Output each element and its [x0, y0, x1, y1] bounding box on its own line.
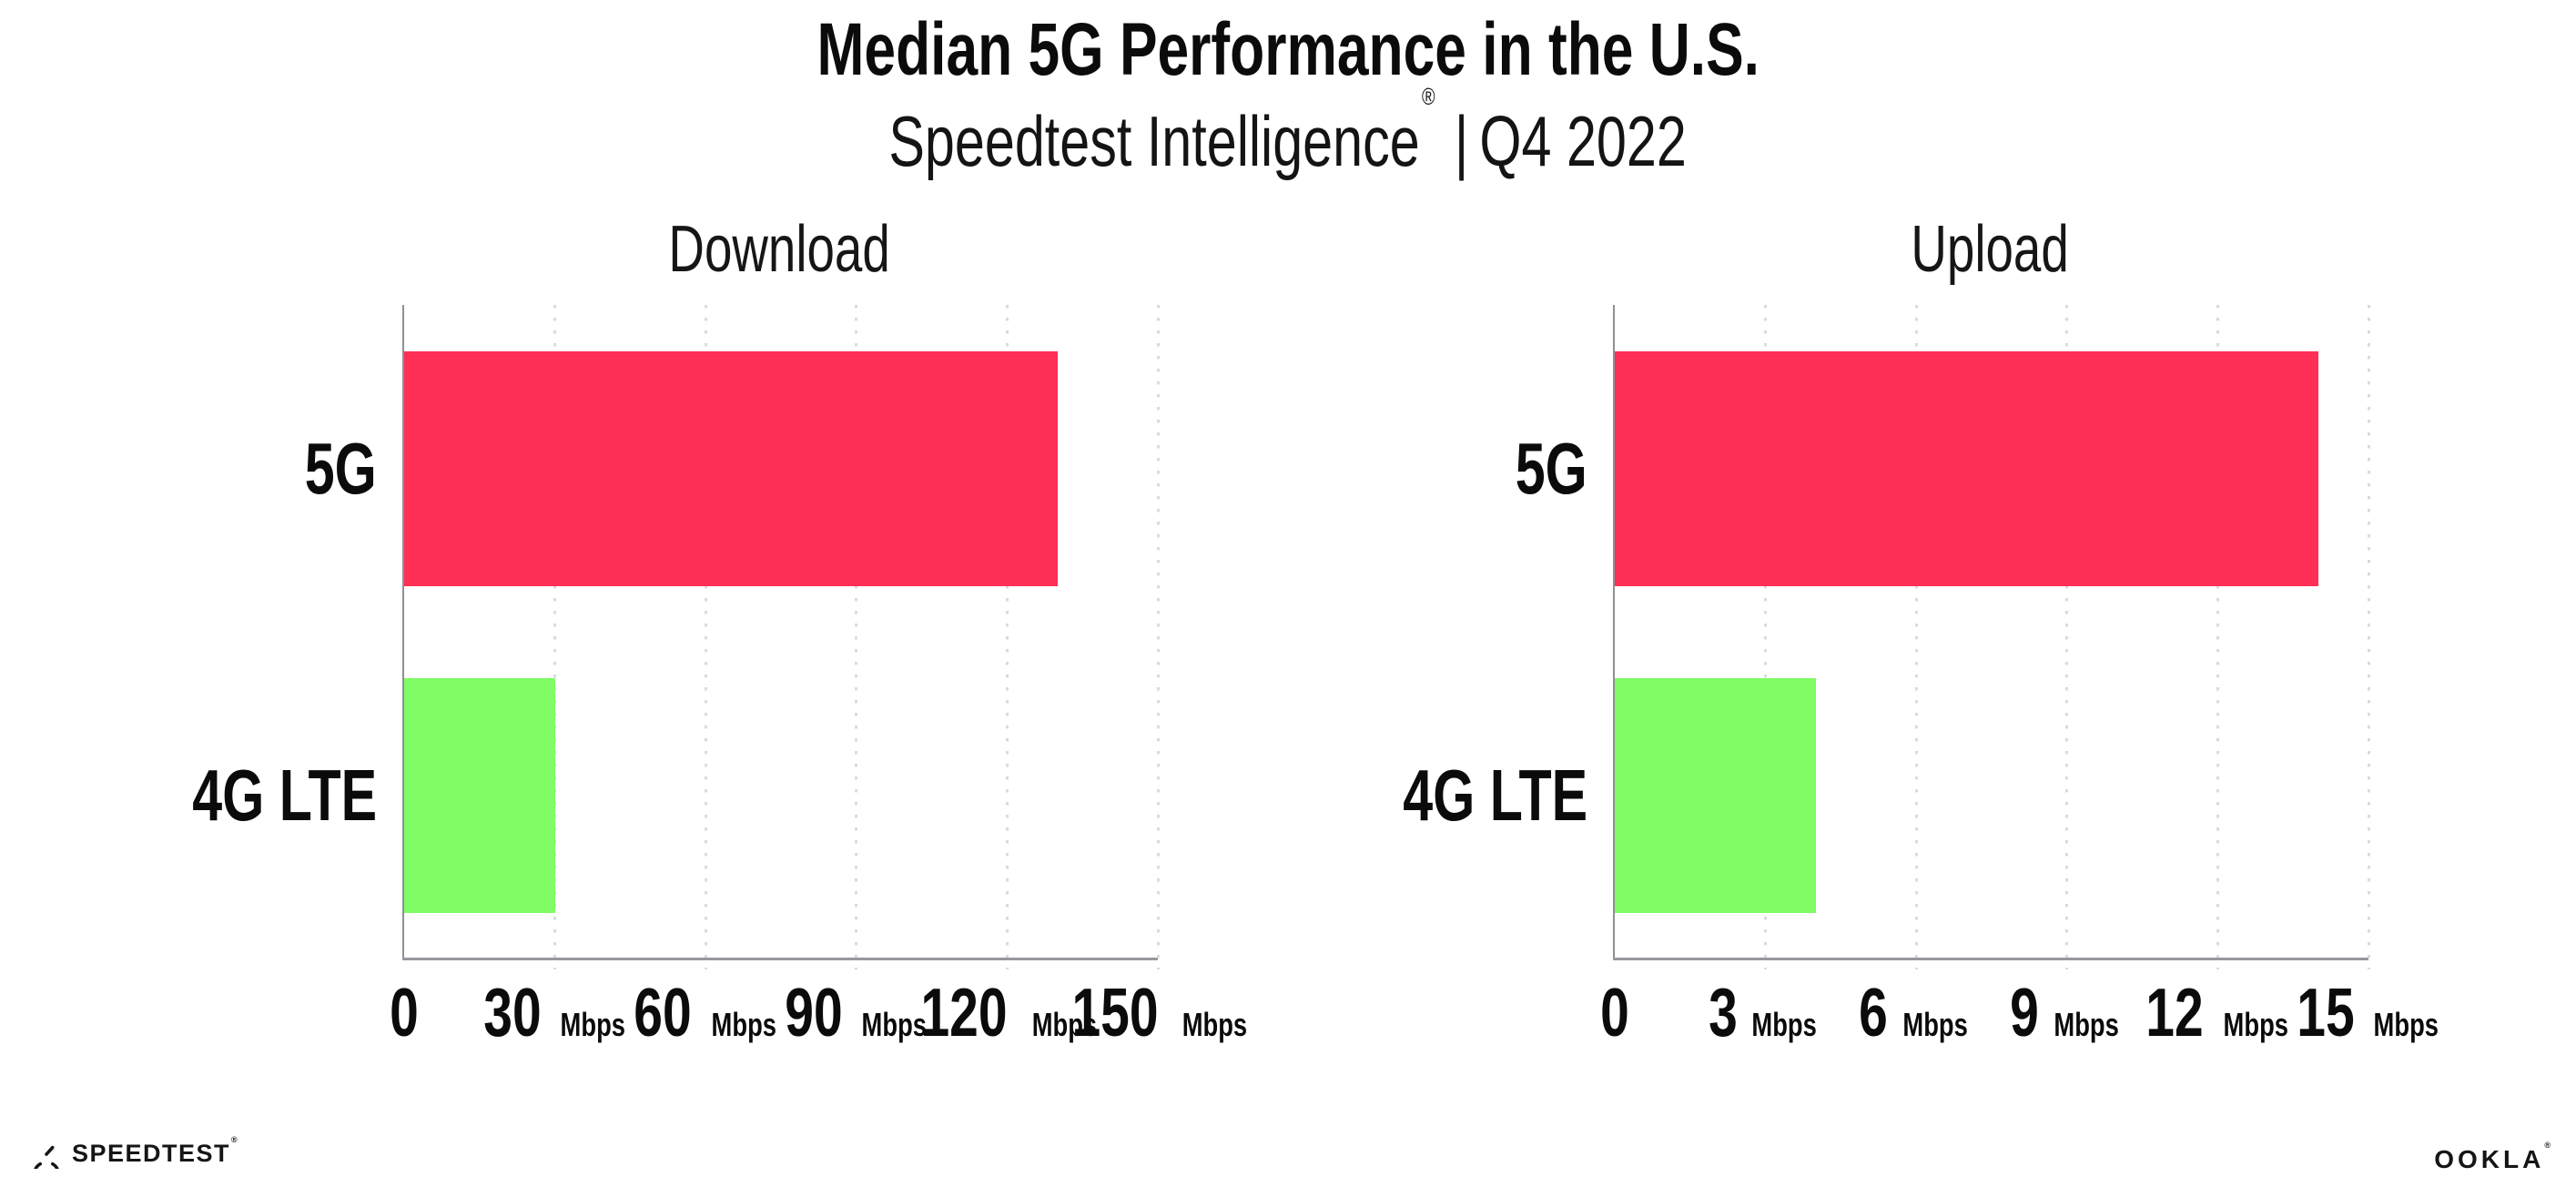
- download-plot-area: 0 30 Mbps 60 Mbps 90 Mbps 120 Mbps 150 Mbps 5G 4G LT…: [192, 305, 1247, 1047]
- x-tick-30-download: 30 Mbps: [474, 979, 635, 1047]
- x-tick-60-download: 60 Mbps: [624, 979, 786, 1047]
- x-tick-unit: Mbps: [1182, 1006, 1248, 1043]
- x-tick-unit: Mbps: [1902, 1006, 1968, 1043]
- x-tick-unit: Mbps: [2373, 1006, 2439, 1043]
- subtitle-product: Speedtest Intelligence: [888, 101, 1421, 181]
- x-tick-120-download: 120 Mbps: [908, 979, 1107, 1047]
- x-tick-value: 150: [1071, 974, 1159, 1050]
- x-tick-value: 12: [2145, 974, 2205, 1050]
- gridline-60-download: [704, 305, 707, 969]
- x-tick-unit: Mbps: [1751, 1006, 1818, 1043]
- x-tick-unit: Mbps: [1031, 1006, 1097, 1043]
- category-label-4g-lte-download: 4G LTE: [192, 754, 377, 836]
- bar-5g-upload: [1615, 350, 2318, 586]
- x-tick-6-upload: 6 Mbps: [1854, 979, 1978, 1047]
- page-title: Median 5G Performance in the U.S.: [0, 13, 2576, 87]
- x-tick-unit: Mbps: [711, 1006, 776, 1043]
- x-tick-3-upload: 3 Mbps: [1704, 979, 1828, 1047]
- speedtest-wordmark: SPEEDTEST®: [72, 1134, 238, 1167]
- x-tick-15-upload: 15 Mbps: [2287, 979, 2449, 1047]
- download-chart-title: Download: [668, 213, 890, 286]
- x-tick-value: 9: [2009, 974, 2039, 1050]
- category-label-5g-upload: 5G: [1516, 427, 1587, 509]
- speedtest-trademark-symbol: ®: [231, 1134, 238, 1144]
- x-tick-unit: Mbps: [2223, 1006, 2288, 1043]
- registered-trademark-symbol: ®: [1422, 83, 1435, 110]
- ookla-wordmark: OOKLA: [2434, 1145, 2545, 1173]
- x-tick-12-upload: 12 Mbps: [2137, 979, 2298, 1047]
- gridline-6-upload: [1914, 305, 1918, 969]
- subtitle-period: Q4 2022: [1479, 101, 1688, 181]
- gridline-150-download: [1156, 305, 1160, 969]
- x-tick-unit: Mbps: [2053, 1006, 2119, 1043]
- x-tick-value: 15: [2297, 974, 2355, 1050]
- x-tick-value: 0: [390, 974, 419, 1050]
- upload-chart-title: Upload: [1911, 213, 2069, 286]
- x-tick-90-download: 90 Mbps: [776, 979, 937, 1047]
- bar-4g-lte-upload: [1615, 677, 1816, 913]
- ookla-trademark-symbol: ®: [2544, 1140, 2551, 1150]
- x-tick-unit: Mbps: [560, 1006, 626, 1043]
- category-label-4g-lte-upload: 4G LTE: [1403, 754, 1587, 836]
- gridline-90-download: [855, 305, 858, 969]
- x-tick-value: 120: [920, 974, 1008, 1050]
- page-subtitle: Speedtest Intelligence®| Q4 2022: [0, 85, 2576, 177]
- x-tick-value: 30: [482, 974, 542, 1050]
- ookla-logo: OOKLA®: [2434, 1141, 2551, 1174]
- speedtest-gauge-icon: [34, 1145, 59, 1169]
- x-tick-value: 60: [634, 974, 692, 1050]
- gridline-120-download: [1005, 305, 1009, 969]
- bar-4g-lte-download: [404, 677, 555, 913]
- x-tick-unit: Mbps: [861, 1006, 928, 1043]
- x-tick-value: 6: [1859, 974, 1889, 1050]
- x-tick-value: 90: [785, 974, 843, 1050]
- gridline-9-upload: [2065, 305, 2069, 969]
- x-tick-value: 3: [1708, 974, 1738, 1050]
- page-title-text: Median 5G Performance in the U.S.: [816, 8, 1760, 91]
- bar-5g-download: [404, 350, 1058, 586]
- gridline-15-upload: [2367, 305, 2370, 969]
- x-tick-9-upload: 9 Mbps: [2005, 979, 2129, 1047]
- gridline-12-upload: [2216, 305, 2219, 969]
- x-tick-150-download: 150 Mbps: [1058, 979, 1257, 1047]
- gridline-30-download: [553, 305, 557, 969]
- subtitle-separator: |: [1455, 101, 1469, 181]
- speedtest-logo: SPEEDTEST®: [31, 1134, 238, 1169]
- x-tick-0-upload: 0: [1596, 979, 1634, 1047]
- page-subtitle-text: Speedtest Intelligence®| Q4 2022: [889, 85, 1687, 177]
- category-label-5g-download: 5G: [305, 427, 377, 509]
- x-tick-0-download: 0: [385, 979, 423, 1047]
- upload-plot-area: 0 3 Mbps 6 Mbps 9 Mbps 12 Mbps 15 Mbps 5G 4G LTE: [1403, 305, 2439, 1047]
- gridline-3-upload: [1764, 305, 1768, 969]
- x-tick-value: 0: [1600, 974, 1629, 1050]
